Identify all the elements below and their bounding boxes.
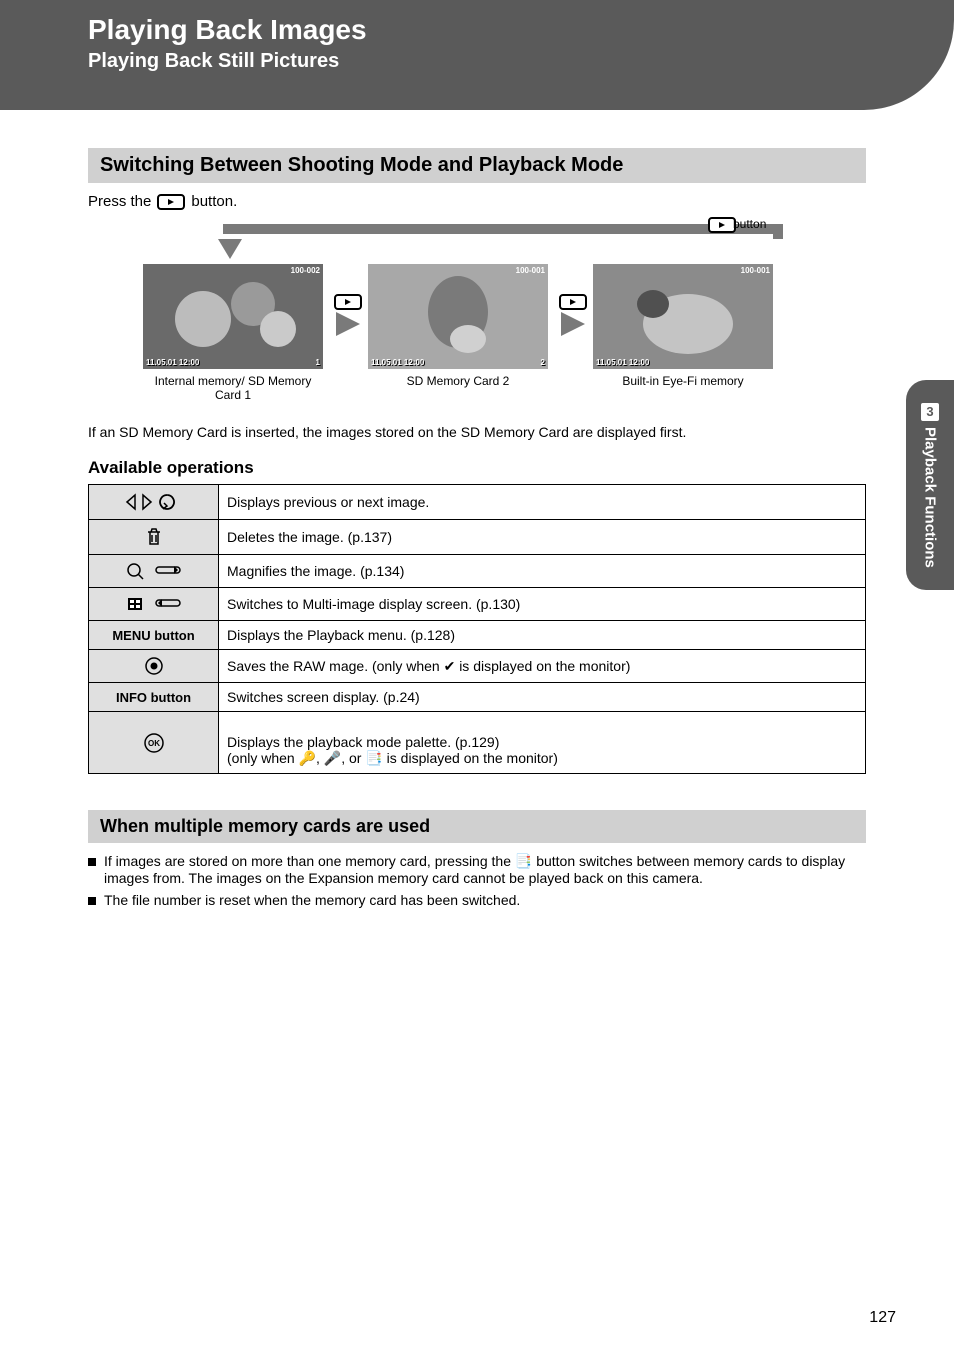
table-desc: Displays the Playback menu. (p.128) bbox=[219, 621, 866, 650]
icon-cell-trash bbox=[89, 520, 219, 555]
icon-cell-zoomin bbox=[89, 555, 219, 588]
press-label: Press the bbox=[88, 193, 151, 210]
arrow-right-icon bbox=[336, 312, 360, 336]
arrow-right-icon bbox=[561, 312, 585, 336]
arrow-between-1 bbox=[328, 294, 368, 334]
icon-cell-ok: OK bbox=[89, 712, 219, 774]
thumb-slot: 2 bbox=[541, 358, 545, 367]
playback-icon bbox=[708, 217, 736, 233]
side-tab-label: Playback Functions bbox=[922, 427, 939, 568]
table-desc: Deletes the image. (p.137) bbox=[219, 520, 866, 555]
thumb-filenum: 100-001 bbox=[516, 266, 545, 275]
table-heading: Available operations bbox=[88, 458, 866, 478]
section-multicards: When multiple memory cards are used bbox=[88, 810, 866, 843]
playback-icon bbox=[559, 294, 587, 310]
bullet-text: The file number is reset when the memory… bbox=[104, 892, 520, 908]
thumb-filenum: 100-001 bbox=[741, 266, 770, 275]
bullet-text: If images are stored on more than one me… bbox=[104, 853, 866, 886]
table-desc: Switches to Multi-image display screen. … bbox=[219, 588, 866, 621]
thumb-slot: 1 bbox=[316, 358, 320, 367]
table-row: Saves the RAW mage. (only when ✔ is disp… bbox=[89, 650, 866, 683]
table-row: MENU button Displays the Playback menu. … bbox=[89, 621, 866, 650]
loop-bar bbox=[223, 224, 778, 234]
thumb-caption-3: Built-in Eye-Fi memory bbox=[593, 374, 773, 388]
operations-table: Displays previous or next image. Deletes… bbox=[88, 484, 866, 774]
arrow-between-2 bbox=[553, 294, 593, 334]
icon-cell-zoomout bbox=[89, 588, 219, 621]
loop-button-label: button bbox=[733, 217, 766, 231]
thumb-caption-2: SD Memory Card 2 bbox=[368, 374, 548, 388]
icon-cell-menu: MENU button bbox=[89, 621, 219, 650]
icon-cell-info: INFO button bbox=[89, 683, 219, 712]
table-desc: Displays previous or next image. bbox=[219, 485, 866, 520]
table-desc: Displays the playback mode palette. (p.1… bbox=[219, 712, 866, 774]
table-desc-text: Saves the RAW mage. (only when ✔ is disp… bbox=[227, 658, 630, 674]
table-row: Magnifies the image. (p.134) bbox=[89, 555, 866, 588]
thumbnail-2: 11.05.01 12:00 2 100-001 bbox=[368, 264, 548, 369]
bullet-icon bbox=[88, 858, 96, 866]
content-area: Switching Between Shooting Mode and Play… bbox=[0, 148, 954, 908]
svg-text:OK: OK bbox=[148, 739, 160, 748]
thumbnail-1: 11.05.01 12:00 1 100-002 bbox=[143, 264, 323, 369]
playback-icon bbox=[157, 194, 185, 210]
page-subtitle: Playing Back Still Pictures bbox=[88, 50, 914, 73]
table-row: Displays previous or next image. bbox=[89, 485, 866, 520]
page-title: Playing Back Images bbox=[88, 14, 914, 46]
note-after-thumbs: If an SD Memory Card is inserted, the im… bbox=[88, 424, 866, 440]
loop-bar-vert bbox=[773, 224, 783, 239]
table-desc: Magnifies the image. (p.134) bbox=[219, 555, 866, 588]
thumb-filenum: 100-002 bbox=[291, 266, 320, 275]
page-number: 127 bbox=[869, 1309, 896, 1327]
bullet-icon bbox=[88, 897, 96, 905]
table-desc: Switches screen display. (p.24) bbox=[219, 683, 866, 712]
playback-icon bbox=[334, 294, 362, 310]
thumb-date: 11.05.01 12:00 bbox=[371, 358, 424, 367]
table-row: Switches to Multi-image display screen. … bbox=[89, 588, 866, 621]
thumb-date: 11.05.01 12:00 bbox=[146, 358, 199, 367]
section-switch-title: Switching Between Shooting Mode and Play… bbox=[88, 148, 866, 183]
press-tail: button. bbox=[191, 193, 237, 210]
arrow-down-icon bbox=[218, 239, 242, 259]
press-instruction: Press the button. bbox=[88, 193, 866, 210]
table-row: Deletes the image. (p.137) bbox=[89, 520, 866, 555]
icon-cell-dpad bbox=[89, 485, 219, 520]
thumbnail-row: button 11.05.01 12:00 1 100-002 bbox=[88, 214, 866, 394]
table-row: INFO button Switches screen display. (p.… bbox=[89, 683, 866, 712]
table-row: OK Displays the playback mode palette. (… bbox=[89, 712, 866, 774]
bullet-2: The file number is reset when the memory… bbox=[88, 892, 866, 908]
icon-cell-rec bbox=[89, 650, 219, 683]
table-desc-text: Displays the playback mode palette. (p.1… bbox=[227, 734, 558, 766]
side-tab: 3 Playback Functions bbox=[906, 380, 954, 590]
table-desc: Saves the RAW mage. (only when ✔ is disp… bbox=[219, 650, 866, 683]
thumbnail-3: 11.05.01 12:00 100-001 bbox=[593, 264, 773, 369]
page-header: Playing Back Images Playing Back Still P… bbox=[0, 0, 954, 110]
bullet-1: If images are stored on more than one me… bbox=[88, 853, 866, 886]
thumb-caption-1: Internal memory/ SD Memory Card 1 bbox=[143, 374, 323, 402]
thumb-date: 11.05.01 12:00 bbox=[596, 358, 649, 367]
